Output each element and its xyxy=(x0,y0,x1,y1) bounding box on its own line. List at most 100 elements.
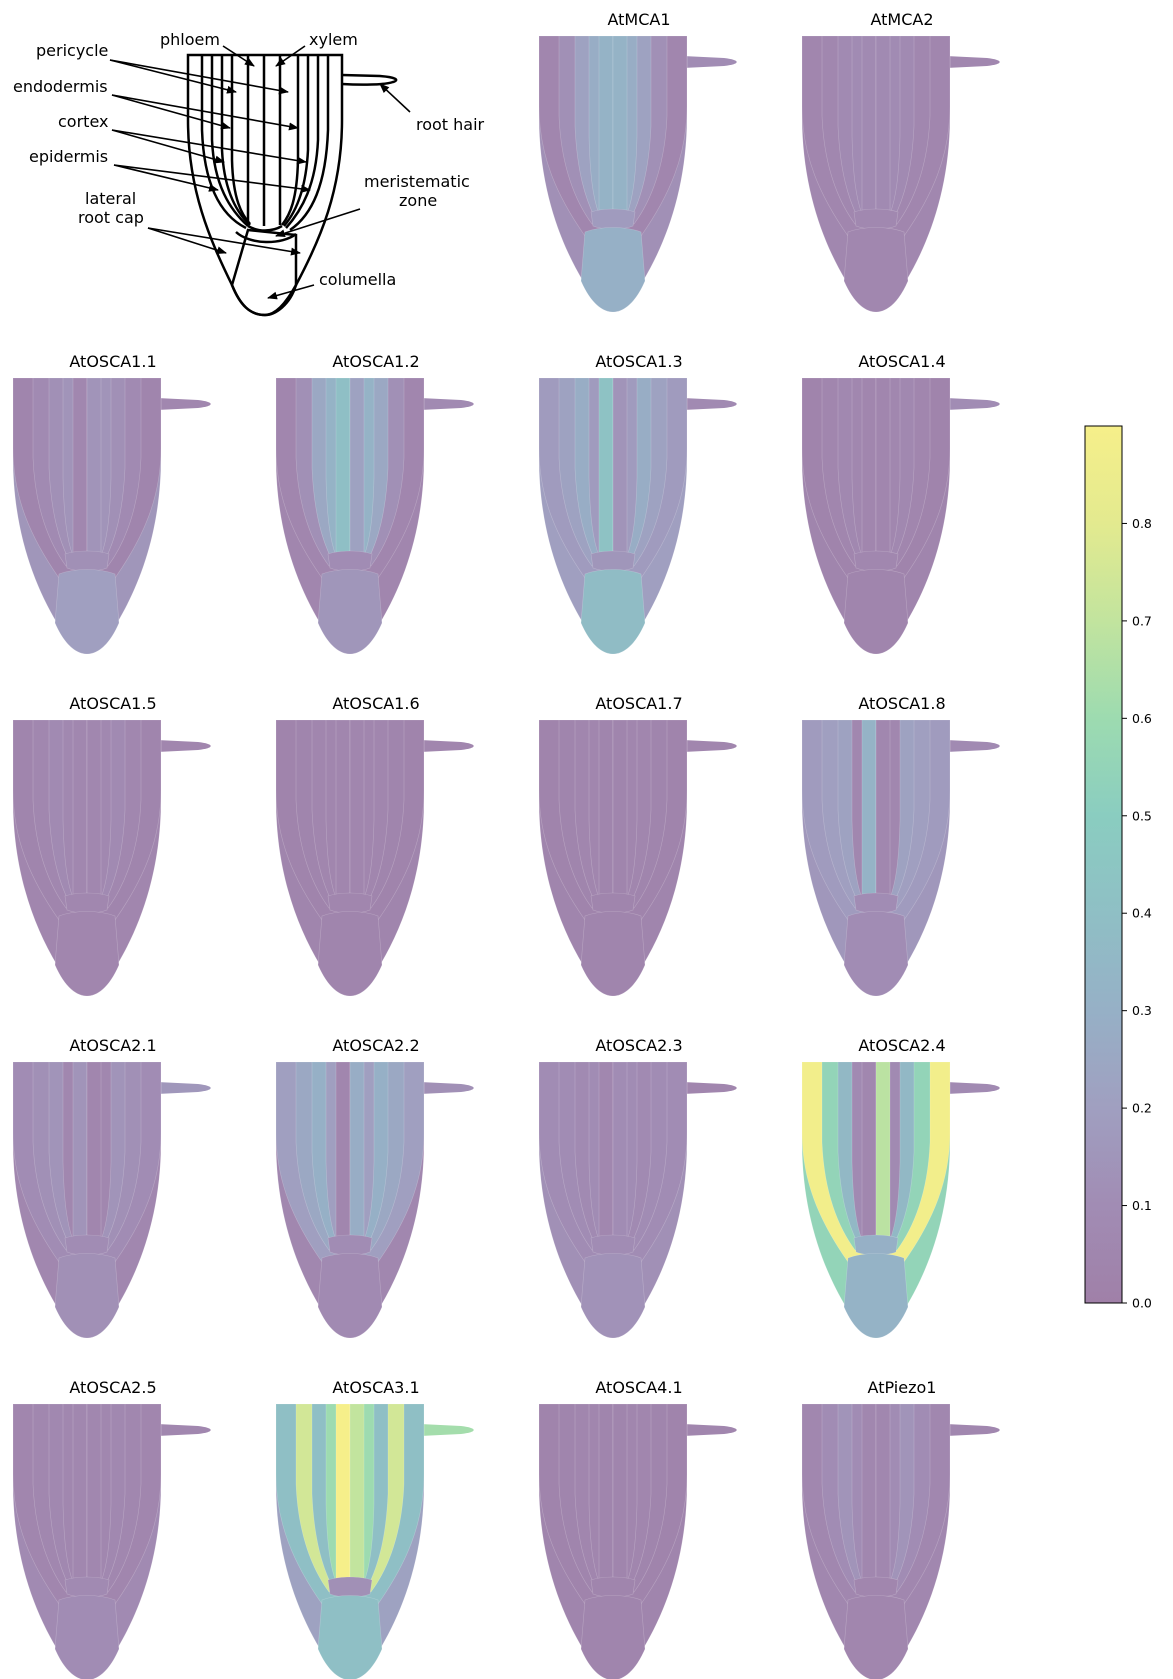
columella-region xyxy=(54,1253,120,1339)
expression-panel: AtOSCA1.7 xyxy=(538,694,737,997)
panel-title: AtPiezo1 xyxy=(868,1378,937,1397)
meristematic-zone-region xyxy=(590,208,636,230)
meristematic-zone-region xyxy=(853,1234,899,1256)
root-hair-region xyxy=(683,56,737,68)
xylem-region xyxy=(86,719,102,897)
colorbar-tick-label: 0.3 xyxy=(1132,1003,1152,1018)
xylem-region xyxy=(612,1061,628,1239)
root-hair-region xyxy=(420,398,474,410)
phloem-region xyxy=(861,377,877,555)
expression-panel: AtOSCA1.3 xyxy=(538,352,737,655)
expression-panel: AtOSCA1.8 xyxy=(801,694,1000,997)
label-phloem: phloem xyxy=(160,30,220,49)
expression-panel: AtPiezo1 xyxy=(801,1378,1000,1679)
xylem-region xyxy=(875,1403,891,1581)
phloem-region xyxy=(598,719,614,897)
panel-title: AtOSCA3.1 xyxy=(332,1378,419,1397)
xylem-region xyxy=(612,35,628,213)
panel-title: AtOSCA1.8 xyxy=(858,694,945,713)
colorbar-tick-label: 0.7 xyxy=(1132,613,1152,628)
columella-region xyxy=(843,227,909,313)
columella-region xyxy=(580,1253,646,1339)
expression-panel: AtOSCA4.1 xyxy=(538,1378,737,1679)
expression-panel: AtOSCA2.4 xyxy=(801,1036,1000,1339)
columella-region xyxy=(317,911,383,997)
xylem-region xyxy=(86,1061,102,1239)
columella-region xyxy=(843,1253,909,1339)
columella-region xyxy=(54,569,120,655)
columella-region xyxy=(54,1595,120,1679)
meristematic-zone-region xyxy=(327,1576,373,1598)
panel-title: AtOSCA2.3 xyxy=(595,1036,682,1055)
phloem-region xyxy=(861,35,877,213)
label-zone: zone xyxy=(399,191,437,210)
label-meristematic: meristematic xyxy=(364,172,470,191)
root-hair-region xyxy=(420,740,474,752)
panel-title: AtOSCA1.6 xyxy=(332,694,419,713)
meristematic-zone-region xyxy=(327,550,373,572)
phloem-region xyxy=(72,1403,88,1581)
xylem-region xyxy=(349,377,365,555)
phloem-region xyxy=(861,1061,877,1239)
expression-panel: AtMCA2 xyxy=(801,10,1000,313)
columella-region xyxy=(317,569,383,655)
meristematic-zone-region xyxy=(64,550,110,572)
xylem-region xyxy=(612,1403,628,1581)
expression-panel: AtOSCA2.3 xyxy=(538,1036,737,1339)
columella-region xyxy=(843,1595,909,1679)
label-columella: columella xyxy=(319,270,396,289)
label-cortex: cortex xyxy=(58,112,108,131)
xylem-region xyxy=(875,377,891,555)
label-endodermis: endodermis xyxy=(13,77,108,96)
expression-panel: AtMCA1 xyxy=(538,10,737,313)
expression-panel: AtOSCA1.6 xyxy=(275,694,474,997)
meristematic-zone-region xyxy=(853,1576,899,1598)
meristematic-zone-region xyxy=(64,1576,110,1598)
columella-region xyxy=(317,1253,383,1339)
xylem-region xyxy=(86,377,102,555)
panel-title: AtMCA1 xyxy=(607,10,670,29)
meristematic-zone-region xyxy=(327,892,373,914)
colorbar-tick-label: 0.4 xyxy=(1132,906,1152,921)
root-hair-region xyxy=(946,56,1000,68)
phloem-region xyxy=(72,1061,88,1239)
panel-title: AtOSCA2.5 xyxy=(69,1378,156,1397)
root-hair-region xyxy=(420,1424,474,1436)
panel-title: AtOSCA1.1 xyxy=(69,352,156,371)
root-hair-region xyxy=(683,1082,737,1094)
panels: AtMCA1 AtMCA2 AtOSCA1.1 AtOSCA1.2 AtOSCA1.3 A… xyxy=(12,10,1000,1679)
phloem-region xyxy=(861,719,877,897)
phloem-region xyxy=(598,35,614,213)
phloem-region xyxy=(335,377,351,555)
schematic-labels: pericycle endodermis cortex epidermis la… xyxy=(13,30,485,289)
schematic-arrows xyxy=(109,45,411,300)
colorbar-gradient xyxy=(1084,425,1123,1304)
expression-panel: AtOSCA1.4 xyxy=(801,352,1000,655)
columella-region xyxy=(580,227,646,313)
xylem-region xyxy=(349,719,365,897)
xylem-region xyxy=(875,1061,891,1239)
root-hair-region xyxy=(946,398,1000,410)
expression-panel: AtOSCA2.1 xyxy=(12,1036,211,1339)
phloem-region xyxy=(861,1403,877,1581)
columella-region xyxy=(54,911,120,997)
phloem-region xyxy=(335,719,351,897)
label-root-hair: root hair xyxy=(416,115,485,134)
colorbar-tick-label: 0.5 xyxy=(1132,808,1152,823)
meristematic-zone-region xyxy=(327,1234,373,1256)
panel-title: AtOSCA1.2 xyxy=(332,352,419,371)
root-hair-region xyxy=(157,740,211,752)
colorbar-tick-label: 0.1 xyxy=(1132,1198,1152,1213)
root-hair-region xyxy=(157,1424,211,1436)
panel-title: AtOSCA1.3 xyxy=(595,352,682,371)
phloem-region xyxy=(598,1403,614,1581)
colorbar-tick-label: 0.0 xyxy=(1132,1296,1152,1311)
columella-region xyxy=(317,1595,383,1679)
panel-title: AtOSCA2.2 xyxy=(332,1036,419,1055)
expression-panel: AtOSCA1.5 xyxy=(12,694,211,997)
colorbar-tick-label: 0.2 xyxy=(1132,1101,1152,1116)
phloem-region xyxy=(335,1403,351,1581)
root-hair-region xyxy=(683,1424,737,1436)
meristematic-zone-region xyxy=(64,892,110,914)
columella-region xyxy=(580,1595,646,1679)
